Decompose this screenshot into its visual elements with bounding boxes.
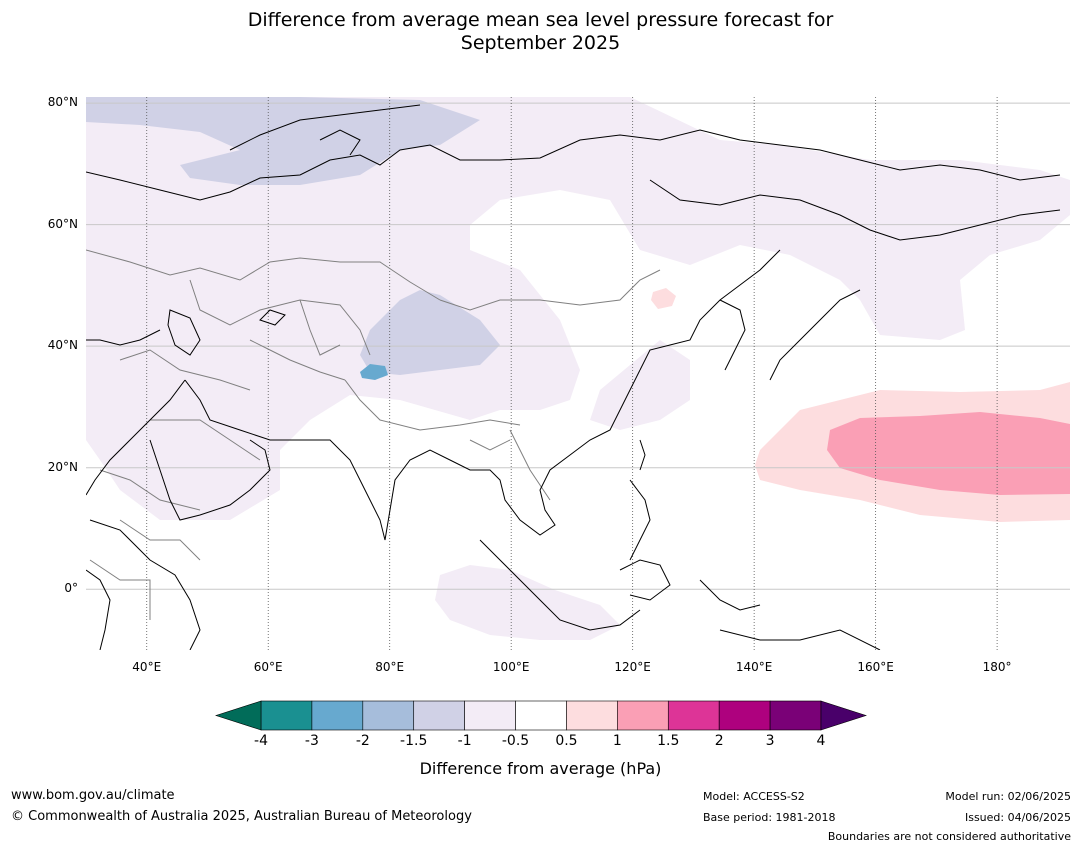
longitude-label: 120°E	[614, 660, 651, 674]
map-title-line1: Difference from average mean sea level p…	[247, 9, 834, 31]
map-title: Difference from average mean sea level p…	[0, 9, 1081, 55]
colorbar-tick-label: -4	[254, 733, 268, 749]
colorbar-swatch	[464, 700, 516, 731]
longitude-label: 100°E	[492, 660, 530, 674]
colorbar-tick-label: -2	[355, 733, 370, 749]
colorbar-swatch	[515, 700, 567, 731]
anomaly-positive-medium-pacific	[827, 412, 1070, 495]
colorbar-tick-label: 2	[714, 733, 724, 749]
longitude-label: 80°E	[375, 660, 405, 674]
anomaly-negative-medium-arctic	[86, 97, 480, 185]
footer-url: www.bom.gov.au/climate	[11, 788, 175, 803]
colorbar-swatch	[413, 700, 465, 731]
colorbar-swatch	[769, 700, 822, 731]
colorbar-swatch	[362, 700, 415, 731]
latitude-label: 20°N	[47, 459, 78, 474]
colorbar-tick-label: 1	[612, 733, 622, 749]
anomaly-negative-strong-spot	[360, 364, 388, 380]
anomaly-negative-small-china-patch	[590, 340, 690, 430]
footer-model-run: Model run: 02/06/2025	[945, 790, 1071, 803]
map-panel	[86, 97, 1070, 650]
coastlines	[86, 104, 1061, 650]
latitude-label: 40°N	[47, 338, 78, 353]
colorbar-under-arrow	[215, 700, 262, 731]
colorbar-swatch	[718, 700, 771, 731]
colorbar-swatch	[311, 700, 364, 731]
footer-disclaimer: Boundaries are not considered authoritat…	[827, 830, 1071, 843]
colorbar-swatch	[260, 700, 313, 731]
latitude-label: 60°N	[47, 216, 78, 231]
latitude-label: 0°	[64, 581, 78, 596]
map-title-line2: September 2025	[460, 32, 621, 54]
map-contents	[86, 97, 1070, 650]
longitude-label: 60°E	[253, 660, 283, 674]
colorbar-tick-label: -0.5	[501, 733, 530, 749]
colorbar-swatch	[617, 700, 669, 731]
colorbar-tick-label: 4	[816, 733, 826, 749]
anomaly-negative-medium-tibet	[360, 290, 500, 375]
colorbar-swatch	[667, 700, 720, 731]
latitude-gridlines	[86, 102, 1070, 590]
colorbar-tick-label: -1	[457, 733, 472, 749]
colorbar-over-arrow	[820, 700, 867, 731]
anomaly-negative-small-region	[86, 97, 1070, 520]
footer-issued: Issued: 04/06/2025	[964, 811, 1071, 824]
longitude-label: 140°E	[735, 660, 773, 674]
footer-model: Model: ACCESS-S2	[703, 790, 805, 803]
colorbar-tick-label: -1.5	[400, 733, 428, 749]
colorbar-swatch	[566, 700, 618, 731]
latitude-label: 80°N	[47, 95, 78, 110]
anomaly-positive-small-mongolia	[651, 288, 676, 309]
colorbar-tick-label: 3	[765, 733, 775, 749]
longitude-label: 180°	[982, 660, 1012, 674]
colorbar-tick-label: 1.5	[657, 733, 680, 749]
colorbar-tick-label: 0.5	[555, 733, 578, 749]
longitude-label: 40°E	[132, 660, 162, 674]
colorbar-tick-label: -3	[304, 733, 319, 749]
footer-base-period: Base period: 1981-2018	[703, 811, 836, 824]
longitude-gridlines	[146, 97, 998, 650]
country-borders	[86, 249, 661, 620]
footer-copyright: © Commonwealth of Australia 2025, Austra…	[11, 809, 472, 824]
colorbar	[215, 700, 867, 731]
anomaly-negative-small-indian-ocean	[435, 565, 620, 640]
colorbar-label: Difference from average (hPa)	[419, 759, 662, 778]
longitude-label: 160°E	[857, 660, 894, 674]
anomaly-fills	[86, 97, 1070, 640]
